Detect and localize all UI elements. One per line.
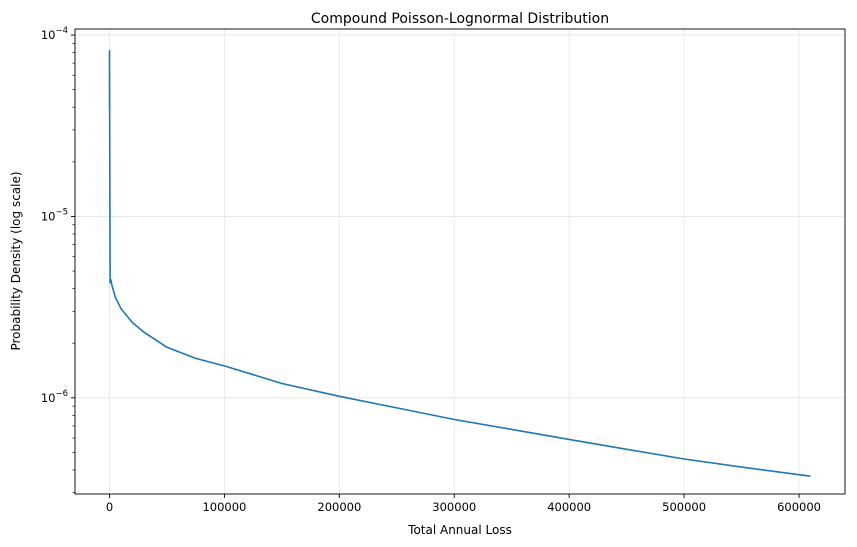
y-tick-label: 10−6 (41, 389, 68, 405)
plot-frame (74, 28, 846, 495)
series-group (108, 49, 811, 477)
chart-title: Compound Poisson-Lognormal Distribution (311, 11, 609, 27)
x-tick-label: 300000 (432, 500, 476, 514)
y-tick-label: 10−5 (41, 207, 68, 223)
grid (75, 29, 845, 494)
x-tick-label: 100000 (202, 500, 246, 514)
x-tick-label: 600000 (777, 500, 821, 514)
x-tick-label: 200000 (317, 500, 361, 514)
x-tick-label: 500000 (662, 500, 706, 514)
series-line (108, 49, 811, 477)
x-tick-label: 400000 (547, 500, 591, 514)
y-axis-label: Probability Density (log scale) (9, 171, 23, 350)
y-tick-label: 10−4 (41, 26, 68, 42)
x-axis: 0 100000 200000 300000 400000 500000 600000 (106, 494, 821, 514)
x-tick-label: 0 (106, 500, 113, 514)
y-axis: 10−6 10−5 10−4 (41, 26, 75, 494)
x-axis-label: Total Annual Loss (407, 523, 512, 537)
